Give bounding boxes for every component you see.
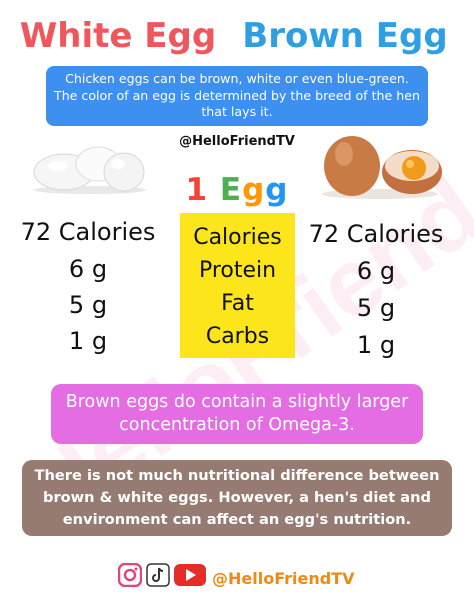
- one-egg-heading: 1 Egg: [160, 172, 314, 208]
- instagram-icon[interactable]: [118, 563, 142, 587]
- omega-note-box: Brown eggs do contain a slightly larger …: [51, 384, 423, 444]
- one-egg-letter: g: [265, 172, 289, 208]
- brown-egg-title: Brown Egg: [242, 16, 448, 56]
- white-eggs-image: [33, 146, 146, 194]
- intro-text: Chicken eggs can be brown, white or even…: [54, 71, 420, 120]
- summary-text: There is not much nutritional difference…: [34, 467, 440, 528]
- brown-calories: 72 Calories: [308, 220, 444, 248]
- handle-top: @HelloFriendTV: [179, 134, 295, 149]
- footer-handle[interactable]: @HelloFriendTV: [212, 569, 355, 588]
- summary-box: There is not much nutritional difference…: [22, 460, 452, 536]
- nutrient-labels-box: [180, 213, 295, 358]
- brown-protein: 6 g: [356, 257, 396, 285]
- label-carbs: Carbs: [205, 324, 270, 349]
- white-calories: 72 Calories: [20, 218, 156, 246]
- omega-note-text: Brown eggs do contain a slightly larger …: [65, 392, 409, 435]
- tiktok-icon[interactable]: [146, 563, 170, 587]
- one-egg-letter: E: [219, 172, 243, 208]
- brown-carbs: 1 g: [356, 331, 396, 359]
- white-protein: 6 g: [68, 255, 108, 283]
- intro-info-box: Chicken eggs can be brown, white or even…: [46, 66, 428, 126]
- brown-fat: 5 g: [356, 294, 396, 322]
- white-carbs: 1 g: [68, 327, 108, 355]
- brown-eggs-image: [322, 136, 442, 199]
- white-egg-title: White Egg: [19, 16, 217, 56]
- label-fat: Fat: [221, 291, 254, 316]
- one-egg-number: 1: [185, 172, 209, 208]
- one-egg-word: Egg: [220, 172, 289, 208]
- white-fat: 5 g: [68, 291, 108, 319]
- one-egg-letter: g: [242, 172, 266, 208]
- youtube-icon[interactable]: [174, 564, 206, 586]
- label-protein: Protein: [198, 258, 277, 283]
- label-calories: Calories: [193, 225, 282, 250]
